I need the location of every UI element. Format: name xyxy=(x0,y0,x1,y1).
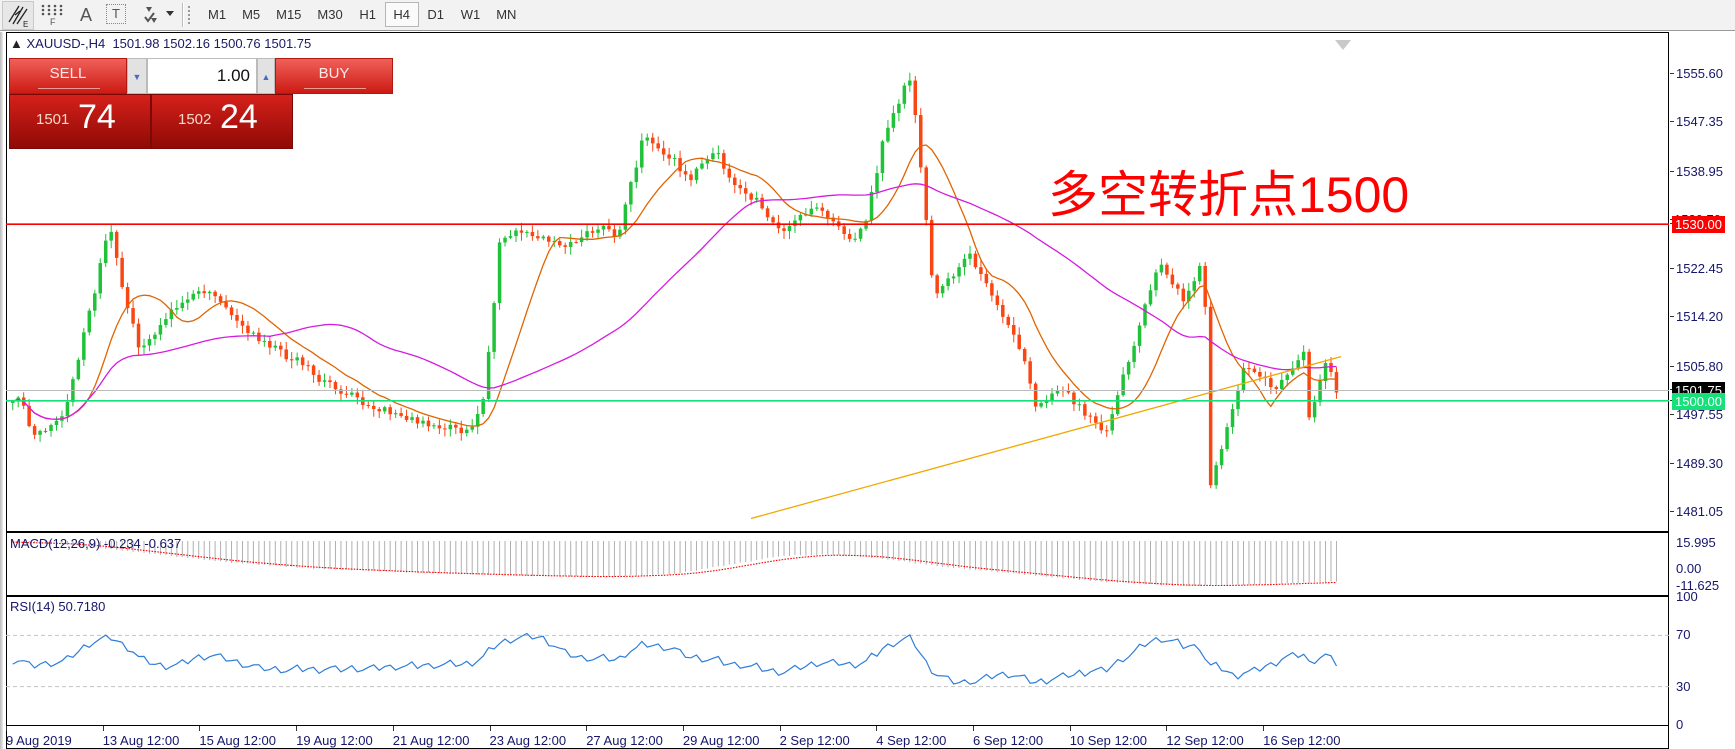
svg-text:F: F xyxy=(50,17,56,26)
svg-text:E: E xyxy=(23,20,28,29)
svg-text:多空转折点1500: 多空转折点1500 xyxy=(1048,167,1409,223)
